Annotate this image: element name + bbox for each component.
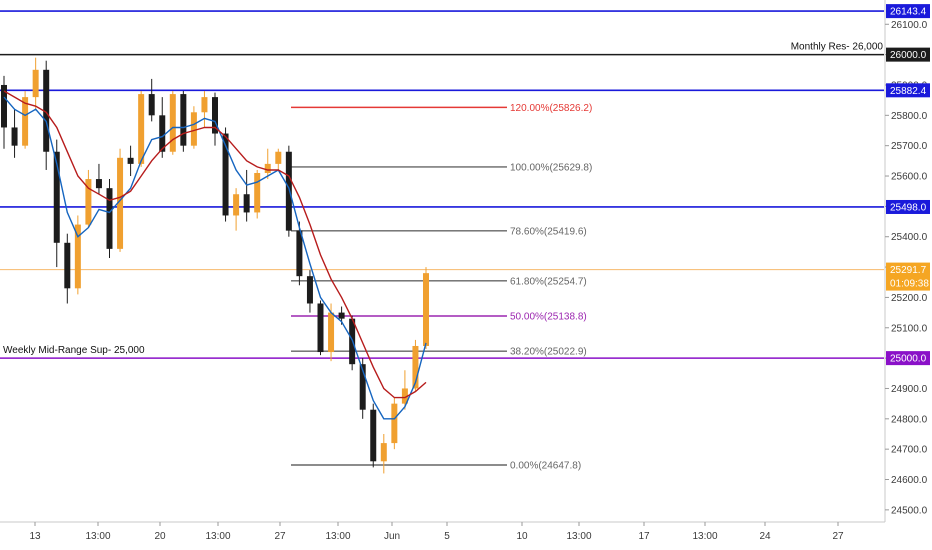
- fib-level-label: 0.00%(24647.8): [510, 461, 581, 472]
- candle-body: [254, 172, 261, 213]
- fib-level-label: 61.80%(25254.7): [510, 276, 587, 287]
- fib-level-label: 100.00%(25629.8): [510, 162, 592, 173]
- time-axis[interactable]: [0, 522, 885, 550]
- y-tick-label: 25400.0: [891, 232, 928, 243]
- candle-body: [243, 194, 250, 213]
- candle-body: [85, 179, 92, 225]
- candle-body: [370, 409, 377, 462]
- y-tick-label: 26100.0: [891, 20, 928, 31]
- level-price-tag: [886, 4, 930, 19]
- level-price-tag-label: 25882.4: [890, 86, 927, 97]
- fib-level-label: 38.20%(25022.9): [510, 347, 587, 358]
- candle-body: [201, 97, 208, 113]
- candle-body: [338, 312, 345, 319]
- candle-body: [106, 188, 113, 249]
- candle-body: [53, 151, 60, 243]
- level-price-tag: [886, 351, 930, 366]
- level-price-tag: [886, 83, 930, 98]
- x-tick-label: 17: [638, 531, 650, 542]
- candle-body: [148, 94, 155, 116]
- bar-countdown-label: 01:09:38: [890, 279, 929, 290]
- candle-body: [296, 230, 303, 277]
- monthly-resistance-note: Monthly Res- 26,000: [791, 42, 884, 53]
- candle-body: [275, 151, 282, 164]
- level-price-tag-label: 25000.0: [890, 354, 927, 365]
- candle-body: [401, 388, 408, 404]
- candle-body: [380, 443, 387, 462]
- level-price-tag: [886, 47, 930, 62]
- level-price-tag-label: 25498.0: [890, 202, 927, 213]
- candle-body: [43, 69, 50, 152]
- y-tick-label: 24500.0: [891, 505, 928, 516]
- candle-body: [159, 115, 166, 152]
- current-price-label: 25291.7: [890, 265, 927, 276]
- candle-body: [127, 157, 134, 164]
- y-tick-label: 25800.0: [891, 111, 928, 122]
- slow-moving-average: [3, 90, 427, 399]
- candle-body: [117, 157, 124, 249]
- fib-level-label: 78.60%(25419.6): [510, 226, 587, 237]
- candle-body: [285, 151, 292, 231]
- y-tick-label: 24700.0: [891, 445, 928, 456]
- candle-body: [264, 163, 271, 173]
- weekly-support-note: Weekly Mid-Range Sup- 25,000: [3, 345, 145, 356]
- y-tick-label: 25200.0: [891, 293, 928, 304]
- candle-body: [317, 303, 324, 353]
- x-tick-label: 24: [759, 531, 771, 542]
- x-tick-label: 13:00: [566, 531, 591, 542]
- candle-body: [64, 242, 71, 289]
- y-tick-label: 24600.0: [891, 475, 928, 486]
- y-tick-label: 25600.0: [891, 172, 928, 183]
- candle-body: [391, 403, 398, 444]
- candle-body: [138, 94, 145, 164]
- y-tick-label: 25700.0: [891, 141, 928, 152]
- level-price-tag-label: 26143.4: [890, 7, 927, 18]
- level-price-tag-label: 26000.0: [890, 50, 927, 61]
- candle-body: [1, 84, 7, 128]
- level-price-tag: [886, 199, 930, 214]
- x-tick-label: 27: [832, 531, 844, 542]
- candle-body: [328, 312, 335, 353]
- x-tick-label: 13: [29, 531, 41, 542]
- candle-body: [359, 364, 366, 410]
- candle-body: [190, 112, 197, 146]
- candle-body: [74, 224, 81, 289]
- x-tick-label: 13:00: [205, 531, 230, 542]
- candle-body: [180, 94, 187, 146]
- x-tick-label: 13:00: [85, 531, 110, 542]
- x-tick-label: 27: [274, 531, 286, 542]
- x-tick-label: 13:00: [692, 531, 717, 542]
- y-tick-label: 24900.0: [891, 384, 928, 395]
- candle-body: [222, 133, 229, 216]
- x-tick-label: 20: [154, 531, 166, 542]
- candle-body: [32, 69, 39, 98]
- candle-body: [11, 127, 18, 146]
- candle-body: [423, 273, 429, 346]
- candle-body: [95, 179, 102, 189]
- y-tick-label: 25100.0: [891, 323, 928, 334]
- candle-body: [212, 97, 218, 134]
- current-price-tag: [886, 262, 930, 291]
- candle-body: [412, 345, 419, 389]
- x-tick-label: 13:00: [325, 531, 350, 542]
- candle-body: [306, 276, 313, 304]
- x-tick-label: 10: [516, 531, 528, 542]
- x-tick-label: Jun: [384, 531, 400, 542]
- candle-body: [233, 194, 240, 216]
- fast-moving-average: [3, 96, 427, 420]
- fib-level-label: 120.00%(25826.2): [510, 103, 592, 114]
- fib-level-label: 50.00%(25138.8): [510, 311, 587, 322]
- candle-body: [169, 94, 176, 152]
- x-tick-label: 5: [444, 531, 450, 542]
- candle-body: [22, 97, 29, 146]
- y-tick-label: 24800.0: [891, 414, 928, 425]
